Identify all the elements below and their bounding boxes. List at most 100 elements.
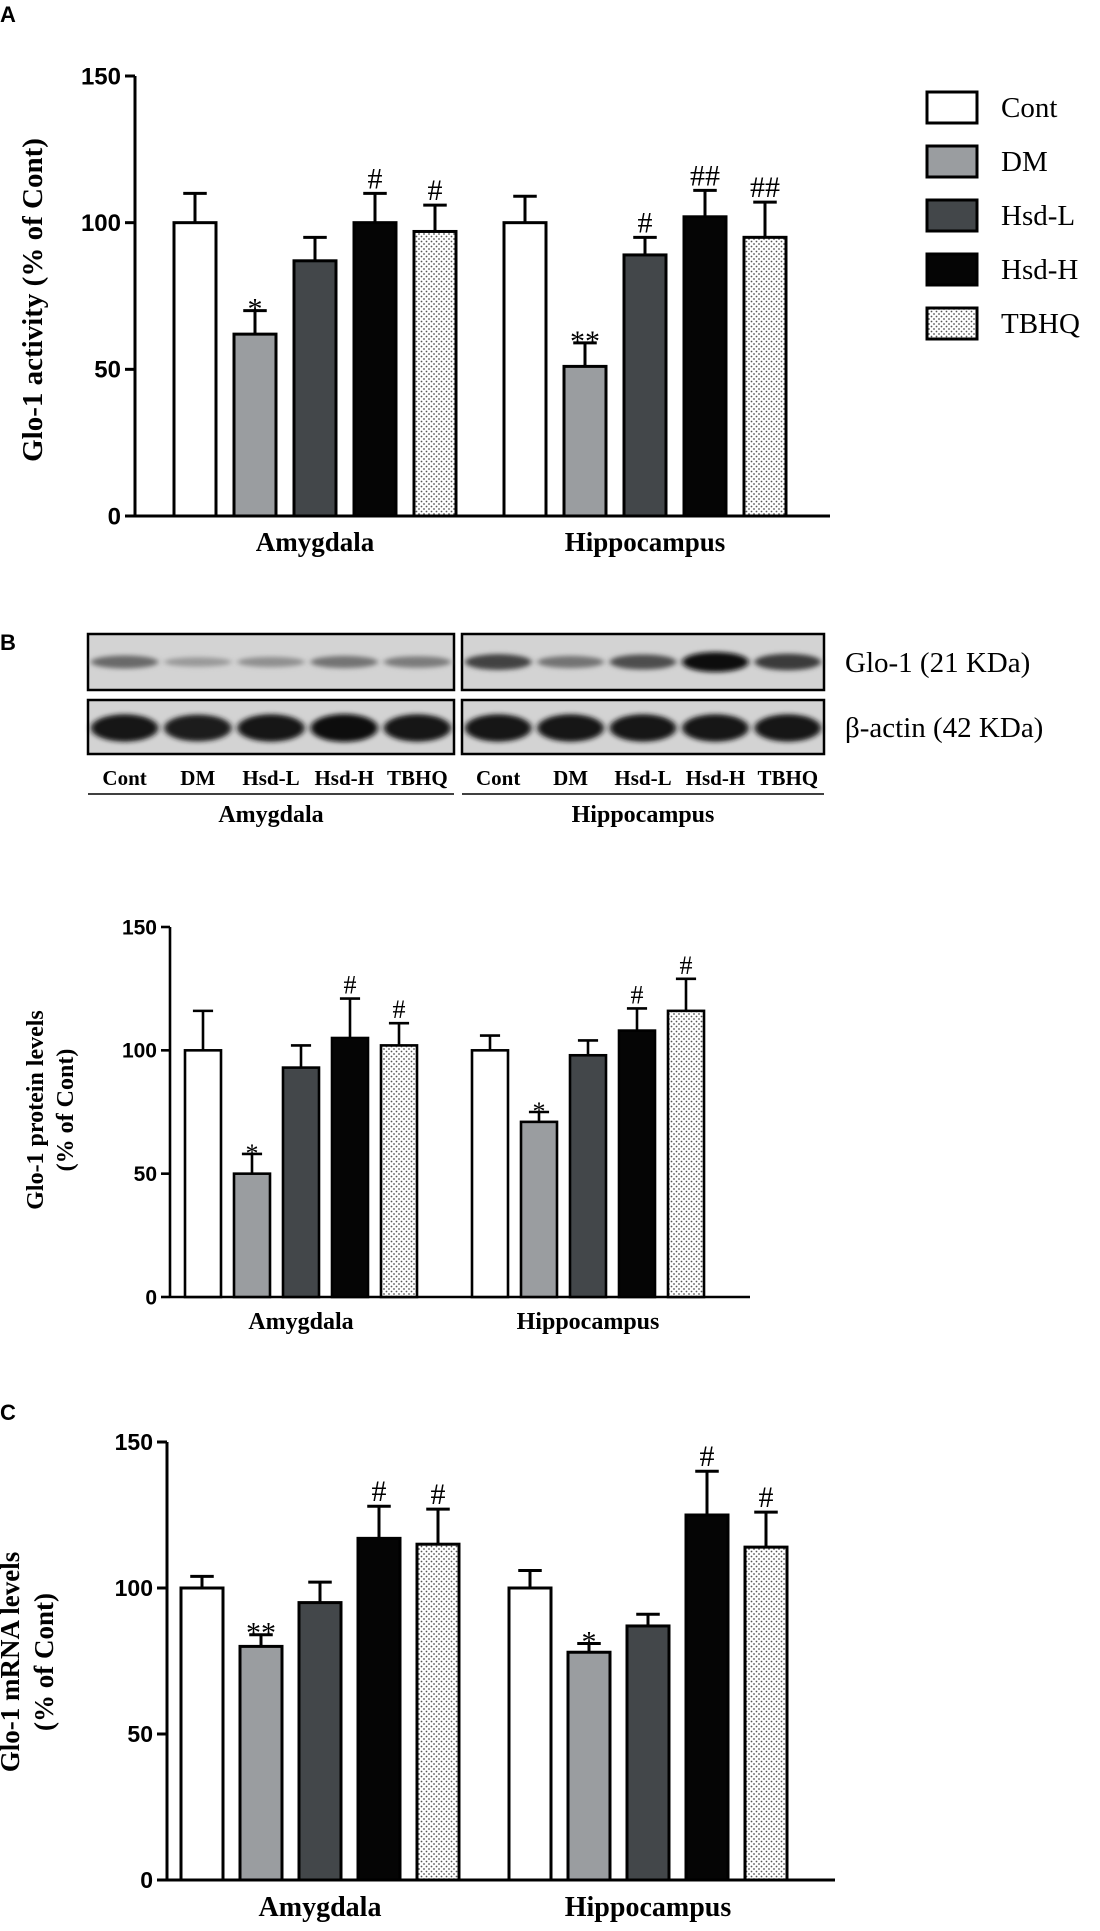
blot-band: [383, 714, 452, 742]
blot-band: [609, 654, 677, 670]
category-label: Hippocampus: [517, 1309, 660, 1335]
significance-label: *: [248, 293, 263, 326]
legend-label: TBHQ: [1001, 308, 1080, 340]
y-tick-label: 100: [115, 1575, 153, 1601]
significance-label: **: [246, 1617, 276, 1650]
category-label: Amygdala: [256, 527, 375, 557]
bar: [519, 1120, 559, 1299]
bar: [507, 1586, 553, 1882]
bar: [232, 1172, 272, 1299]
significance-label: *: [582, 1625, 597, 1658]
significance-label: *: [246, 1139, 259, 1168]
legend-swatch: [925, 198, 979, 233]
blot-band: [310, 714, 378, 742]
y-tick-label: 50: [127, 1721, 153, 1747]
legend-label: Hsd-H: [1001, 254, 1078, 286]
y-tick-label: 100: [81, 210, 121, 237]
bar: [682, 215, 728, 518]
lane-label: DM: [180, 766, 215, 790]
y-tick-label: 0: [140, 1867, 153, 1893]
bar: [179, 1586, 225, 1882]
lane-label: Hsd-H: [686, 766, 746, 790]
bar: [356, 1536, 402, 1882]
legend-label: DM: [1001, 146, 1048, 178]
blot-band: [682, 714, 749, 742]
bar: [566, 1650, 612, 1882]
region-label: Hippocampus: [572, 802, 715, 828]
y-tick-label: 50: [94, 357, 121, 384]
bar: [379, 1044, 419, 1299]
y-tick-label: 150: [81, 63, 121, 90]
legend: Cont DM Hsd-L Hsd-H TBHQ: [925, 90, 1080, 341]
significance-label: #: [368, 162, 383, 195]
lane-label: TBHQ: [757, 766, 818, 790]
blot-band: [537, 714, 604, 742]
blot-band: [754, 714, 822, 742]
y-axis-label: Glo-1 mRNA levels: [0, 1552, 25, 1772]
significance-label: #: [431, 1478, 446, 1511]
bar: [617, 1029, 657, 1299]
blot-band: [310, 655, 378, 669]
blot-band-label: Glo-1 (21 KDa): [845, 647, 1030, 679]
y-axis-label: (% of Cont): [53, 1049, 79, 1172]
blot-band: [383, 656, 452, 668]
bar: [232, 332, 278, 518]
category-label: Amygdala: [248, 1309, 353, 1335]
category-label: Amygdala: [259, 1892, 382, 1923]
significance-label: #: [372, 1475, 387, 1508]
significance-label: #: [759, 1481, 774, 1514]
significance-label: #: [631, 980, 644, 1009]
bar: [562, 364, 608, 518]
y-tick-label: 50: [134, 1163, 157, 1186]
bar: [281, 1066, 321, 1299]
bar: [502, 221, 548, 518]
legend-label: Cont: [1001, 92, 1057, 124]
lane-label: TBHQ: [387, 766, 448, 790]
bar: [470, 1049, 510, 1299]
bar: [412, 229, 458, 518]
bar: [183, 1049, 223, 1299]
lane-label: Cont: [476, 766, 520, 790]
region-label: Amygdala: [218, 802, 323, 828]
y-tick-label: 100: [122, 1040, 157, 1063]
significance-label: *: [533, 1097, 546, 1126]
y-axis-label: Glo-1 protein levels: [23, 1010, 49, 1210]
lane-label: Cont: [102, 766, 146, 790]
significance-label: #: [344, 971, 357, 1000]
blot-band: [90, 655, 159, 669]
panel-letter-a: A: [0, 2, 16, 27]
legend-swatch: [925, 144, 979, 179]
significance-label: ##: [750, 171, 780, 204]
chart-b-glo1-protein: 0 50 100 150 Glo-1 protein levels (% of Cont)…: [23, 916, 750, 1335]
western-blot: Glo-1 (21 KDa) β-actin (42 KDa) Cont DM Hsd-…: [86, 632, 1043, 828]
significance-label: ##: [690, 159, 720, 192]
lane-label: Hsd-H: [314, 766, 374, 790]
significance-label: #: [680, 951, 693, 980]
y-axis-label: (% of Cont): [29, 1593, 59, 1731]
panel-letter-b: B: [0, 630, 16, 655]
legend-swatch: [925, 252, 979, 287]
significance-label: #: [638, 206, 653, 239]
y-tick-label: 150: [122, 916, 157, 939]
blot-band: [90, 714, 159, 742]
y-tick-label: 0: [145, 1286, 157, 1309]
chart-c-glo1-mrna: 0 50 100 150 Glo-1 mRNA levels(% of Cont) ** #…: [0, 1429, 835, 1923]
legend-label: Hsd-L: [1001, 200, 1075, 232]
bar: [625, 1624, 671, 1882]
bar: [330, 1036, 370, 1299]
blot-band: [237, 656, 305, 668]
bar: [666, 1009, 706, 1299]
y-tick-label: 0: [108, 503, 121, 530]
blot-band: [537, 655, 604, 669]
blot-band: [237, 714, 305, 742]
lane-label: DM: [553, 766, 588, 790]
category-label: Hippocampus: [565, 527, 726, 557]
legend-swatch: [925, 306, 979, 341]
bar: [684, 1513, 730, 1882]
bar: [297, 1601, 343, 1882]
panel-letter-c: C: [0, 1400, 16, 1425]
blot-band: [164, 657, 232, 667]
bar: [742, 235, 788, 518]
blot-band: [682, 652, 749, 672]
